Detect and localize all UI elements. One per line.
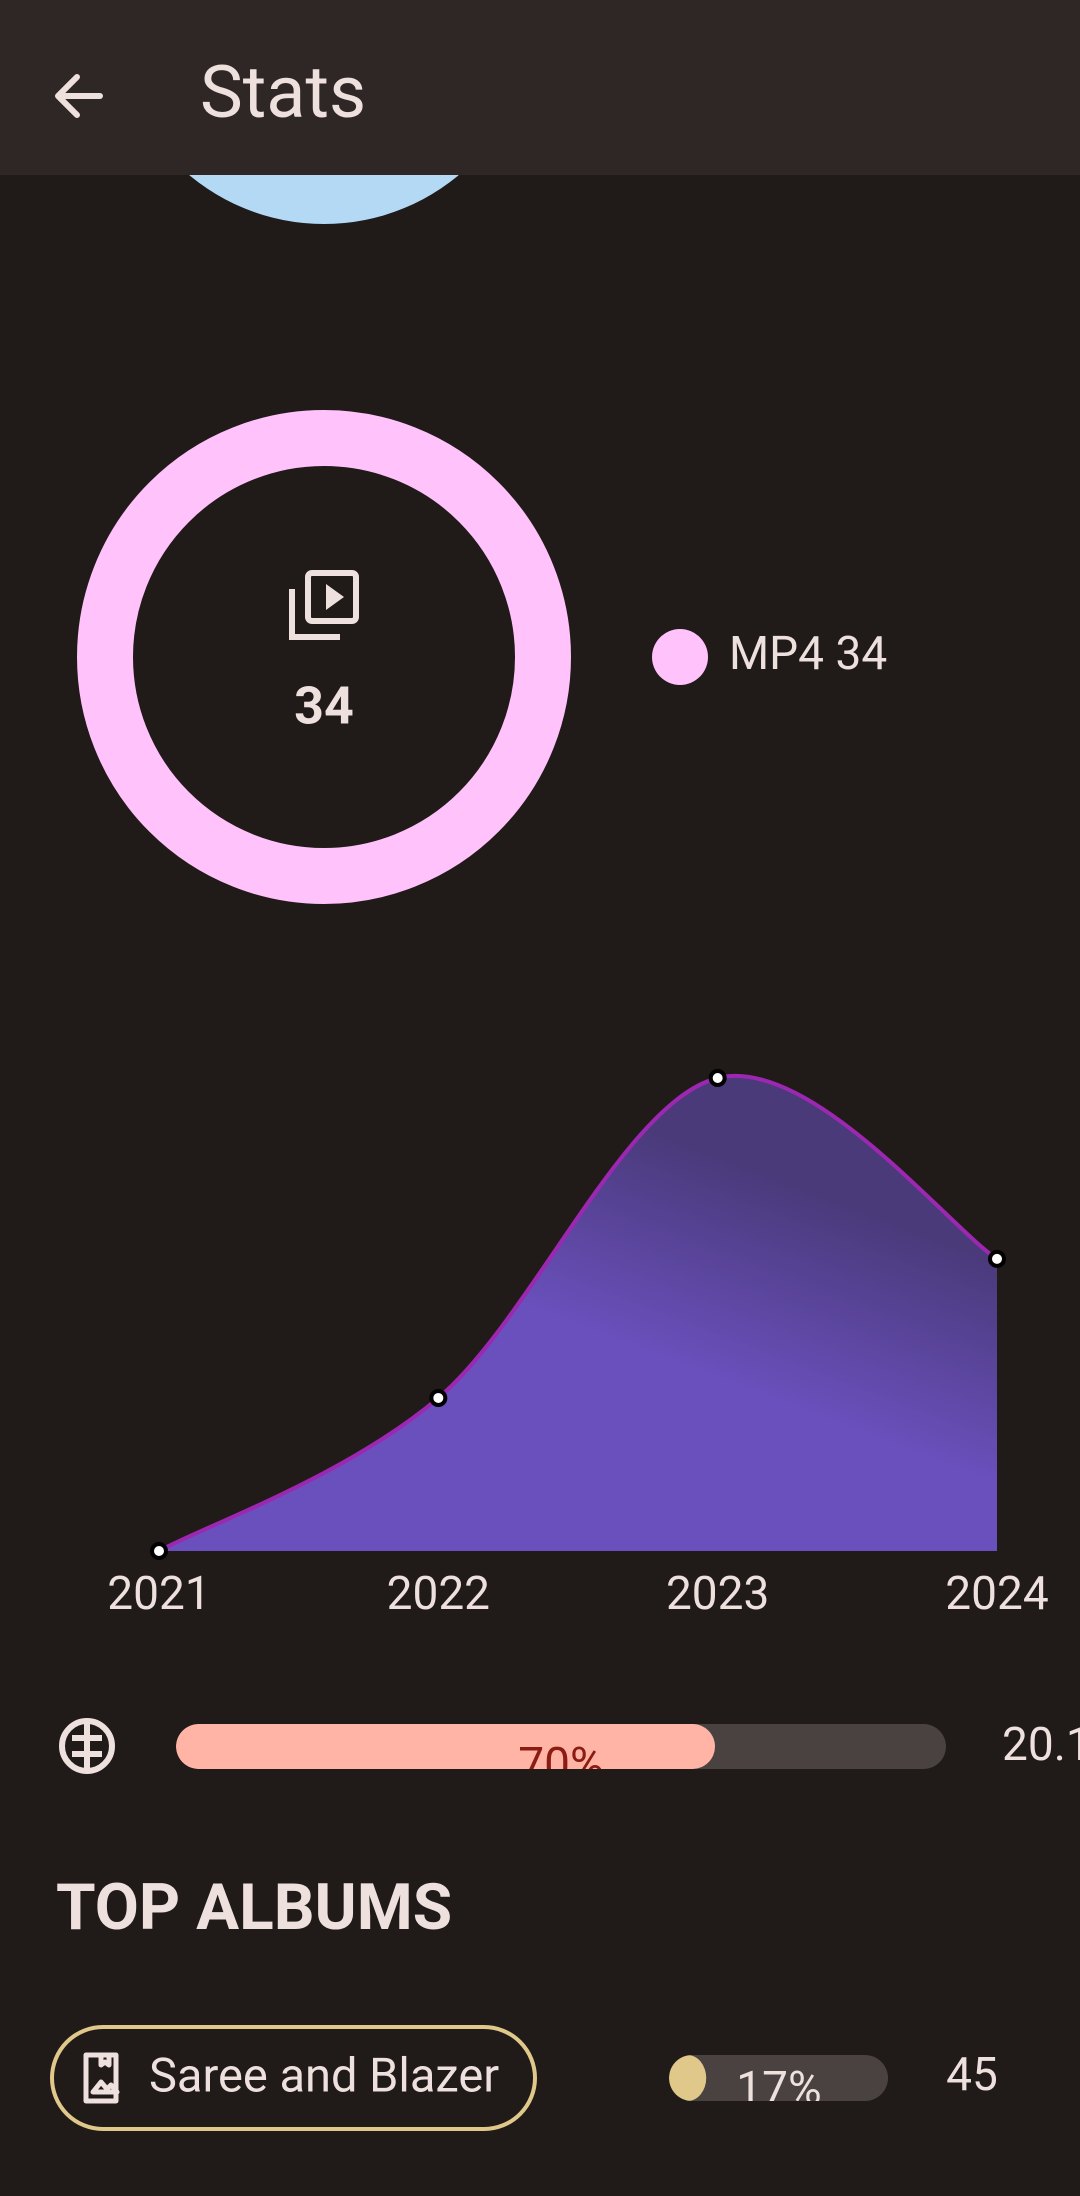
album-chip-outline — [50, 2025, 537, 2131]
album-icon — [83, 2052, 120, 2104]
area-line — [158, 1073, 999, 1553]
x-tick-label: 2022 — [387, 1567, 490, 1621]
app-title: Stats — [200, 50, 366, 135]
progress-amount: 20.1 — [1002, 1718, 1080, 1772]
album-share-label: 17% — [736, 2062, 821, 2116]
album-share-fill — [669, 2055, 707, 2101]
donut-slice — [77, 410, 571, 904]
album-count: 45 — [946, 2048, 998, 2102]
legend-value: 34 — [835, 627, 887, 681]
album-share-group: 17% — [669, 2055, 822, 2116]
progress-label: 70% — [518, 1738, 603, 1792]
data-point — [708, 1069, 727, 1087]
data-point — [150, 1542, 168, 1560]
video-icon — [289, 570, 359, 640]
legend-marker — [652, 629, 708, 685]
area-fill — [159, 1075, 997, 1551]
x-tick-label: 2024 — [945, 1567, 1048, 1621]
legend-category: MP4 — [729, 627, 824, 681]
progress-fill — [176, 1724, 715, 1769]
legend-label: MP4 34 — [729, 627, 887, 681]
app-bar — [0, 0, 1080, 175]
data-point — [429, 1388, 448, 1407]
x-tick-label: 2021 — [107, 1567, 210, 1621]
back-button[interactable] — [55, 74, 103, 118]
album-chip[interactable]: Saree and Blazer — [50, 2025, 537, 2131]
section-title: TOP ALBUMS — [56, 1870, 452, 1945]
x-tick-label: 2023 — [666, 1567, 769, 1621]
data-point — [988, 1249, 1006, 1268]
donut-total: 34 — [294, 676, 354, 737]
donut-chart — [77, 410, 571, 904]
album-name: Saree and Blazer — [149, 2048, 499, 2103]
stats-icon — [59, 1718, 115, 1774]
area-chart: 2021 2022 2023 2024 — [107, 1069, 1049, 1621]
album-share-track — [669, 2055, 888, 2101]
